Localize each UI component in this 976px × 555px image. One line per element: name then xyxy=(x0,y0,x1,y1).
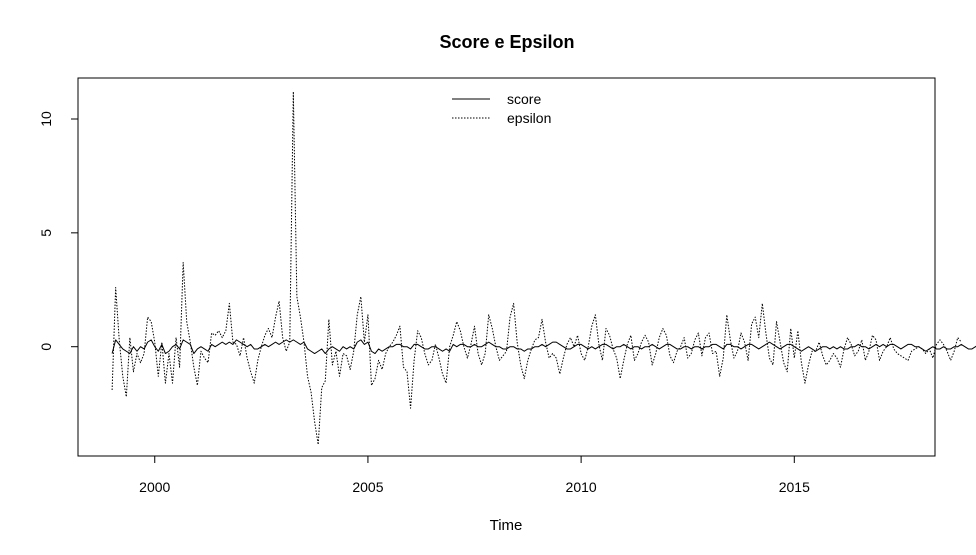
series-layer xyxy=(111,91,976,446)
y-tick-label-0: 0 xyxy=(38,343,54,351)
x-tick-label-2000: 2000 xyxy=(139,479,170,495)
x-axis-title: Time xyxy=(490,517,523,534)
y-tick-label-10: 10 xyxy=(38,111,54,127)
legend-label-score: score xyxy=(507,91,541,107)
legend: score epsilon xyxy=(452,91,551,126)
x-tick-label-2005: 2005 xyxy=(352,479,383,495)
x-tick-label-2015: 2015 xyxy=(779,479,810,495)
legend-label-epsilon: epsilon xyxy=(507,110,551,126)
y-tick-label-5: 5 xyxy=(38,229,54,237)
chart-title: Score e Epsilon xyxy=(439,32,574,52)
x-tick-label-2010: 2010 xyxy=(566,479,597,495)
y-axis: 0 5 10 xyxy=(38,111,79,351)
series-line-score xyxy=(111,339,976,355)
x-axis: 2000 2005 2010 2015 xyxy=(139,455,810,495)
